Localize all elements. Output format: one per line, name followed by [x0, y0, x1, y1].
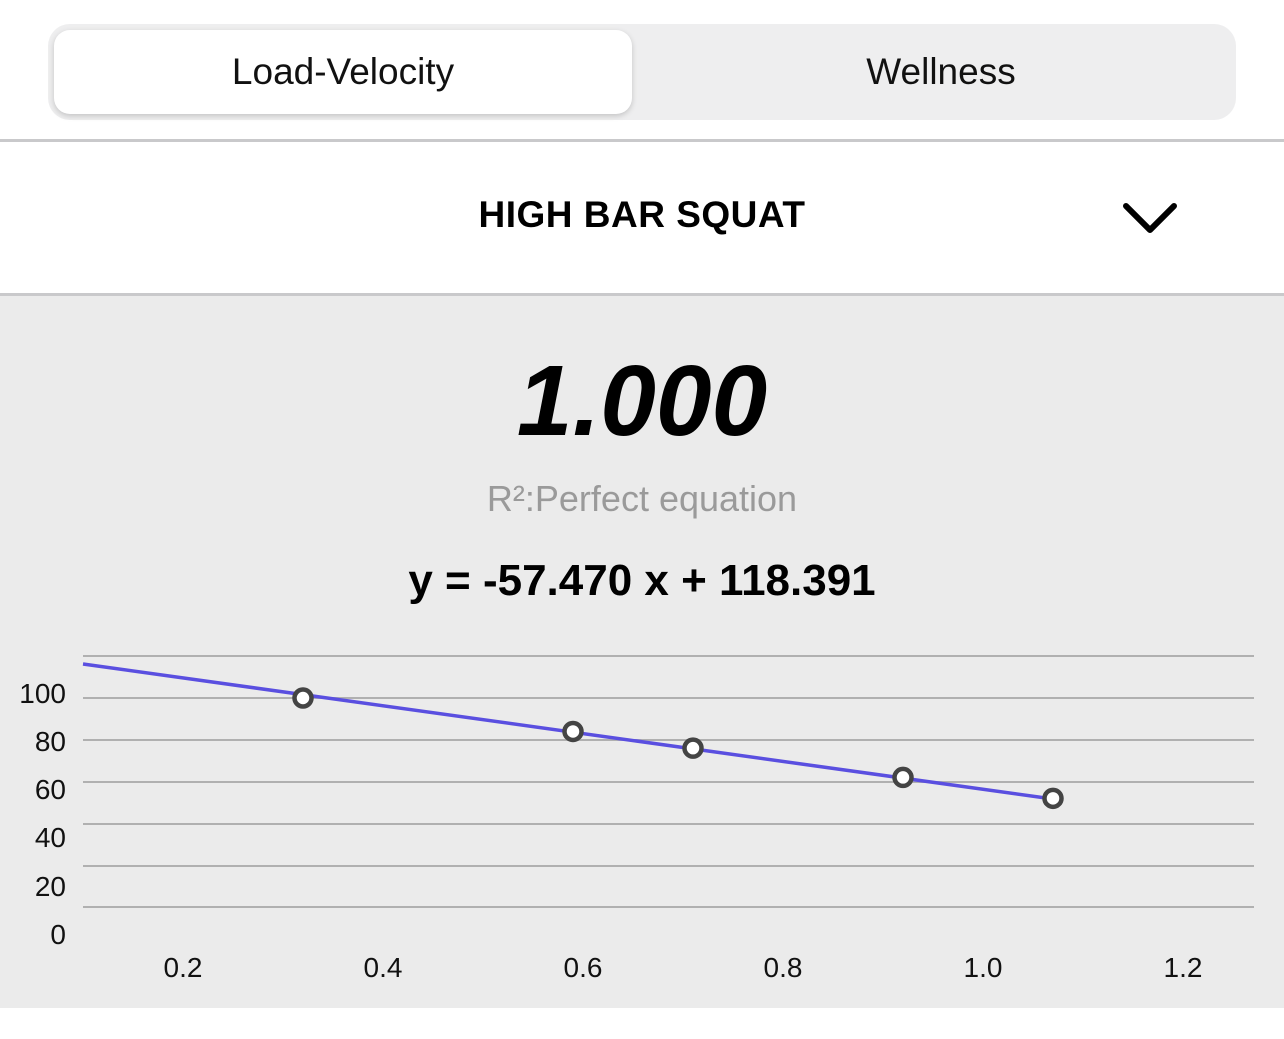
- y-tick-label: 20: [35, 871, 66, 902]
- y-tick-label: 60: [35, 774, 66, 805]
- data-point: [682, 737, 704, 759]
- x-tick-label: 0.6: [564, 952, 603, 983]
- exercise-selector[interactable]: HIGH BAR SQUAT: [0, 142, 1284, 296]
- data-point: [562, 720, 584, 743]
- r2-value: 1.000: [516, 345, 768, 457]
- tab-load-velocity[interactable]: Load-Velocity: [54, 30, 632, 114]
- data-point: [1042, 787, 1064, 810]
- data-point: [892, 766, 914, 789]
- regression-equation: y = -57.470 x + 118.391: [408, 556, 876, 605]
- x-tick-label: 1.2: [1164, 952, 1203, 983]
- x-tick-label: 1.0: [964, 952, 1003, 983]
- segmented-control: Load-Velocity Wellness: [48, 24, 1236, 120]
- x-tick-label: 0.4: [364, 952, 403, 983]
- y-tick-label: 40: [35, 822, 66, 853]
- y-tick-label: 100: [19, 678, 66, 709]
- r2-label: R²:Perfect equation: [486, 478, 798, 519]
- y-tick-label: 80: [35, 726, 66, 757]
- x-tick-label: 0.8: [764, 952, 803, 983]
- data-point: [292, 687, 314, 709]
- chevron-down-icon[interactable]: [1120, 198, 1180, 238]
- bottom-spacer: [0, 1008, 1284, 1039]
- y-tick-label: 0: [50, 919, 66, 950]
- x-tick-label: 0.2: [164, 952, 203, 983]
- tab-wellness[interactable]: Wellness: [866, 51, 1016, 92]
- exercise-name: HIGH BAR SQUAT: [478, 194, 806, 235]
- load-velocity-chart: 100 80 60 40 20 0 0.2 0.4 0.6 0.8 1.0 1.2: [19, 655, 1254, 983]
- tab-bar: Load-Velocity Wellness: [0, 0, 1284, 142]
- stats-panel: 1.000 R²:Perfect equation y = -57.470 x …: [0, 296, 1284, 1008]
